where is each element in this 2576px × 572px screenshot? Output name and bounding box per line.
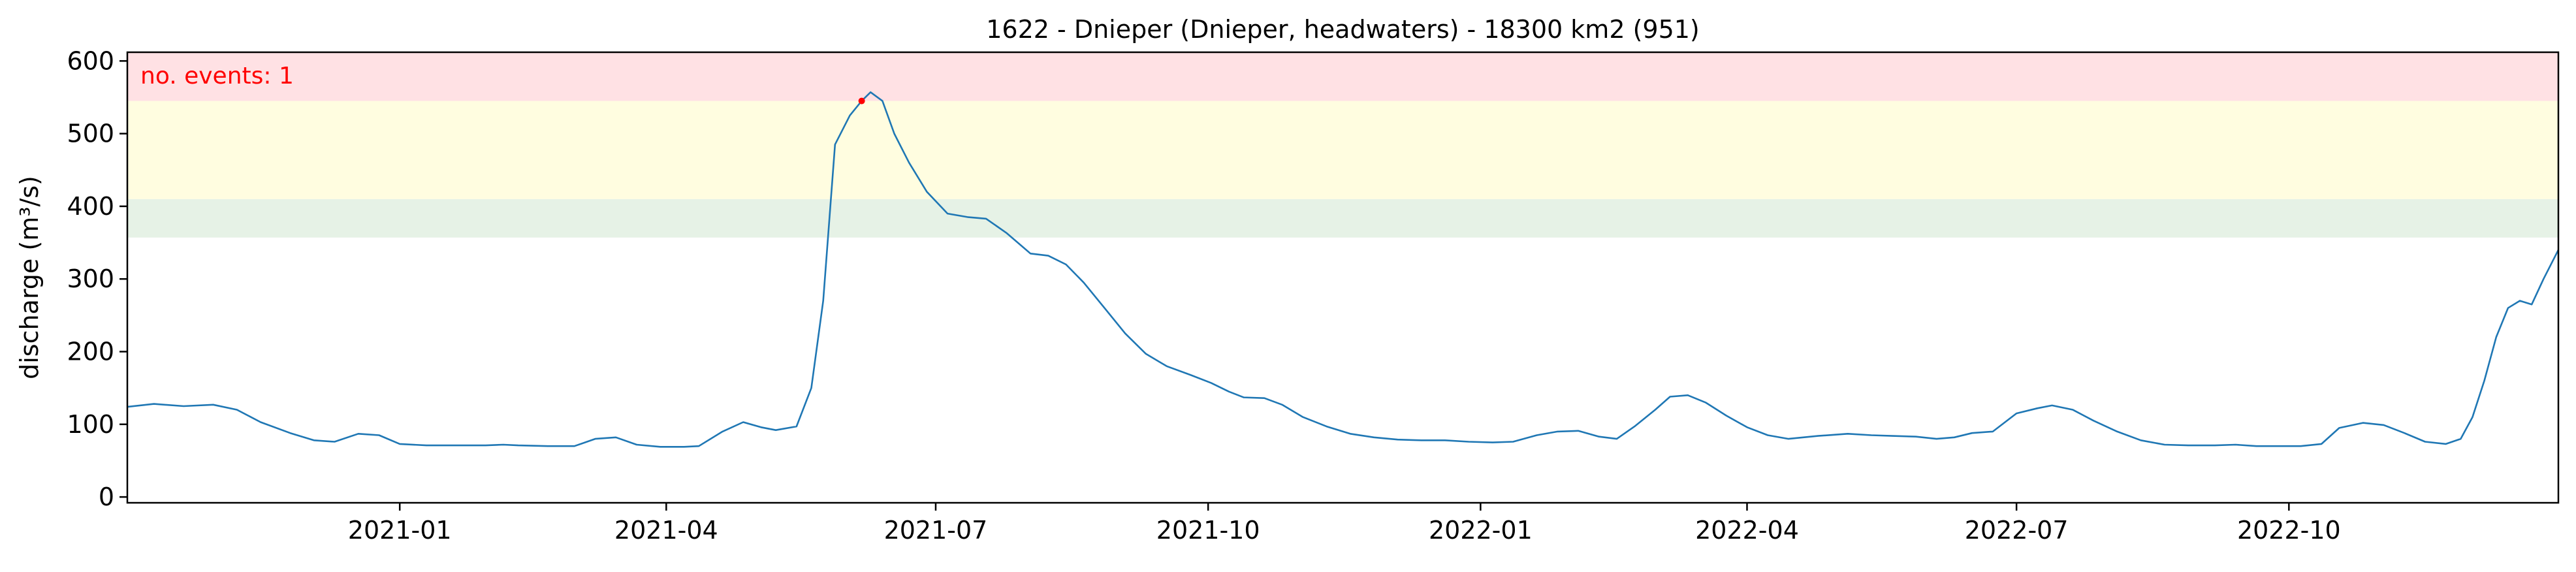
plot-frame <box>126 51 2560 504</box>
x-axis-ticks: 2021-01 2021-04 2021-07 2021-10 2022-01 2022-… <box>348 503 2341 545</box>
y-tick-label: 400 <box>67 192 114 221</box>
series-layer <box>127 91 2560 448</box>
y-tick-label: 100 <box>67 410 114 439</box>
chart-title: 1622 - Dnieper (Dnieper, headwaters) - 1… <box>986 15 1700 44</box>
x-tick-label: 2022-04 <box>1695 516 1799 545</box>
y-tick-label: 0 <box>99 483 114 511</box>
x-tick-label: 2022-01 <box>1429 516 1533 545</box>
y-tick-label: 300 <box>67 264 114 293</box>
y-tick-label: 500 <box>67 119 114 148</box>
x-tick-label: 2021-10 <box>1156 516 1260 545</box>
x-tick-label: 2022-10 <box>2237 516 2341 545</box>
threshold-bands <box>127 52 2558 238</box>
event-marker-layer <box>858 97 865 104</box>
y-tick-label: 600 <box>67 46 114 75</box>
x-tick-label: 2021-07 <box>884 516 988 545</box>
y-axis-ticks: 0 100 200 300 400 500 600 <box>67 46 127 511</box>
series-line-0 <box>127 91 2560 448</box>
y-axis-label: discharge (m³/s) <box>15 176 44 379</box>
x-tick-label: 2021-04 <box>614 516 718 545</box>
x-tick-label: 2021-01 <box>348 516 452 545</box>
x-tick-label: 2022-07 <box>1965 516 2069 545</box>
band-0 <box>127 199 2558 238</box>
y-tick-label: 200 <box>67 338 114 366</box>
band-1 <box>127 101 2558 199</box>
event-marker <box>858 97 865 104</box>
events-annotation: no. events: 1 <box>140 63 294 89</box>
band-2 <box>127 52 2558 101</box>
